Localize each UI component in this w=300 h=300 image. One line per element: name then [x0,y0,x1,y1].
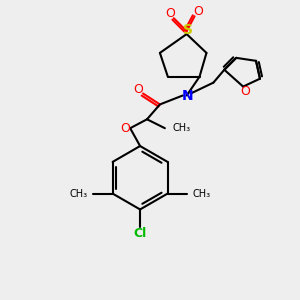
Text: CH₃: CH₃ [173,123,191,133]
Text: O: O [194,5,203,18]
Text: Cl: Cl [134,227,147,240]
Text: S: S [183,23,193,37]
Text: N: N [182,88,194,103]
Text: O: O [240,85,250,98]
Text: O: O [120,122,130,135]
Text: O: O [133,83,143,96]
Text: CH₃: CH₃ [70,189,88,199]
Text: O: O [165,7,175,20]
Text: CH₃: CH₃ [192,189,210,199]
